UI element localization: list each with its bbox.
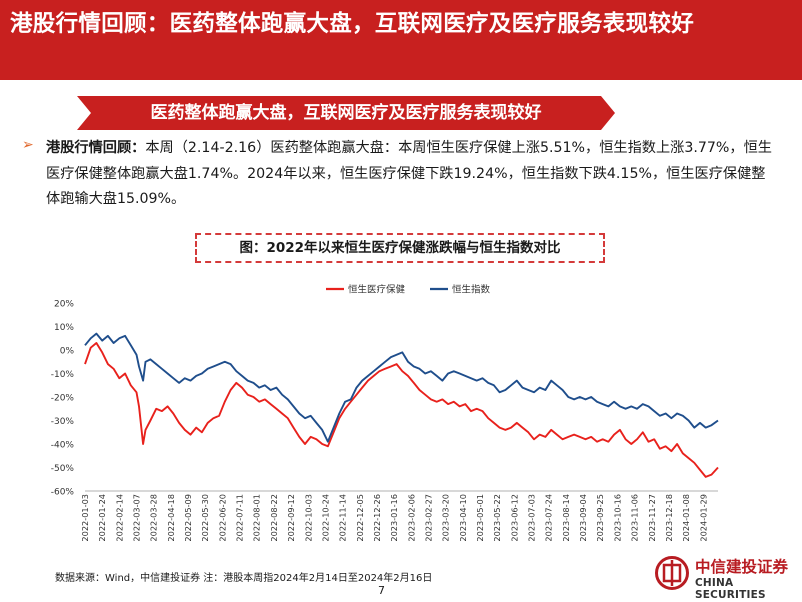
x-tick-label: 2023-02-27 xyxy=(423,494,433,542)
series-line-healthcare xyxy=(84,342,719,478)
banner-shape xyxy=(77,96,615,130)
x-tick-label: 2023-09-04 xyxy=(578,494,588,542)
x-tick-label: 2022-01-24 xyxy=(97,494,107,542)
china-securities-logo-icon xyxy=(655,556,689,590)
x-tick-label: 2024-01-08 xyxy=(681,494,691,542)
x-tick-label: 2023-09-25 xyxy=(595,494,605,542)
y-tick-label: -40% xyxy=(51,441,75,451)
banner-text: 医药整体跑赢大盘，互联网医疗及医疗服务表现较好 xyxy=(150,103,542,123)
x-tick-label: 2023-06-12 xyxy=(509,494,519,542)
x-tick-label: 2022-03-28 xyxy=(149,494,159,542)
x-tick-label: 2023-03-20 xyxy=(441,494,451,542)
x-tick-label: 2023-05-01 xyxy=(475,494,485,542)
y-tick-label: 10% xyxy=(54,323,74,333)
summary-paragraph: 港股行情回顾：本周（2.14-2.16）医药整体跑赢大盘：本周恒生医疗保健上涨5… xyxy=(46,136,776,213)
series-line-hsi xyxy=(84,332,719,443)
x-tick-label: 2022-11-14 xyxy=(338,494,348,542)
x-tick-label: 2023-02-06 xyxy=(406,494,416,542)
arrow-bullet-icon: ➢ xyxy=(22,137,34,153)
x-tick-label: 2023-08-14 xyxy=(561,494,571,542)
section-banner: 医药整体跑赢大盘，互联网医疗及医疗服务表现较好 xyxy=(77,96,615,130)
x-tick-label: 2022-09-12 xyxy=(286,494,296,542)
line-chart: 20% 10% 0% -10% -20% -30% -40% -50% -60% 2022-01-… xyxy=(51,284,719,542)
summary-lead: 港股行情回顾： xyxy=(46,140,146,156)
chart-title: 图：2022年以来恒生医疗保健涨跌幅与恒生指数对比 xyxy=(195,233,605,263)
x-tick-label: 2022-10-03 xyxy=(303,494,313,542)
y-tick-label: -10% xyxy=(51,370,75,380)
x-tick-label: 2022-05-30 xyxy=(200,494,210,542)
x-tick-label: 2022-12-05 xyxy=(355,494,365,542)
y-tick-label: -20% xyxy=(51,394,75,404)
y-tick-label: -50% xyxy=(51,464,75,474)
x-tick-label: 2022-08-22 xyxy=(269,494,279,542)
x-tick-label: 2023-11-06 xyxy=(630,494,640,542)
y-tick-label: 20% xyxy=(54,300,74,310)
y-tick-label: -30% xyxy=(51,417,75,427)
page-title: 港股行情回顾：医药整体跑赢大盘，互联网医疗及医疗服务表现较好 xyxy=(10,11,695,37)
x-tick-label: 2022-02-14 xyxy=(114,494,124,542)
title-bar: 港股行情回顾：医药整体跑赢大盘，互联网医疗及医疗服务表现较好 xyxy=(0,0,802,80)
x-tick-label: 2022-04-18 xyxy=(166,494,176,542)
page-number: 7 xyxy=(378,584,385,597)
logo-english-name: CHINA SECURITIES xyxy=(695,577,766,601)
x-tick-label: 2022-03-07 xyxy=(132,494,142,542)
y-tick-label: 0% xyxy=(60,347,75,357)
x-tick-label: 2023-05-22 xyxy=(492,494,502,542)
x-tick-label: 2023-07-24 xyxy=(544,494,554,542)
source-note: 数据来源：Wind，中信建投证券 注：港股本周指2024年2月14日至2024年… xyxy=(55,573,433,584)
legend-label: 恒生指数 xyxy=(452,284,491,296)
x-tick-label: 2022-12-26 xyxy=(372,494,382,542)
summary-text: 本周（2.14-2.16）医药整体跑赢大盘：本周恒生医疗保健上涨5.51%，恒生… xyxy=(46,140,772,207)
x-tick-label: 2023-11-27 xyxy=(647,494,657,542)
company-logo: 中信建投证券 CHINA SECURITIES xyxy=(655,552,800,601)
x-tick-label: 2023-07-03 xyxy=(527,494,537,542)
x-tick-label: 2022-05-09 xyxy=(183,494,193,542)
x-tick-label: 2022-08-01 xyxy=(252,494,262,542)
y-tick-label: -60% xyxy=(51,488,75,498)
x-tick-label: 2023-04-10 xyxy=(458,494,468,542)
x-tick-label: 2022-10-24 xyxy=(320,494,330,542)
x-tick-label: 2022-06-20 xyxy=(217,494,227,542)
x-tick-label: 2023-12-18 xyxy=(664,494,674,542)
x-tick-label: 2024-01-29 xyxy=(698,494,708,542)
x-tick-label: 2023-01-16 xyxy=(389,494,399,542)
x-tick-label: 2022-01-03 xyxy=(80,494,90,542)
legend-label: 恒生医疗保健 xyxy=(348,284,406,296)
x-tick-label: 2023-10-16 xyxy=(612,494,622,542)
logo-chinese-name: 中信建投证券 xyxy=(695,558,789,576)
x-tick-label: 2022-07-11 xyxy=(235,494,245,542)
